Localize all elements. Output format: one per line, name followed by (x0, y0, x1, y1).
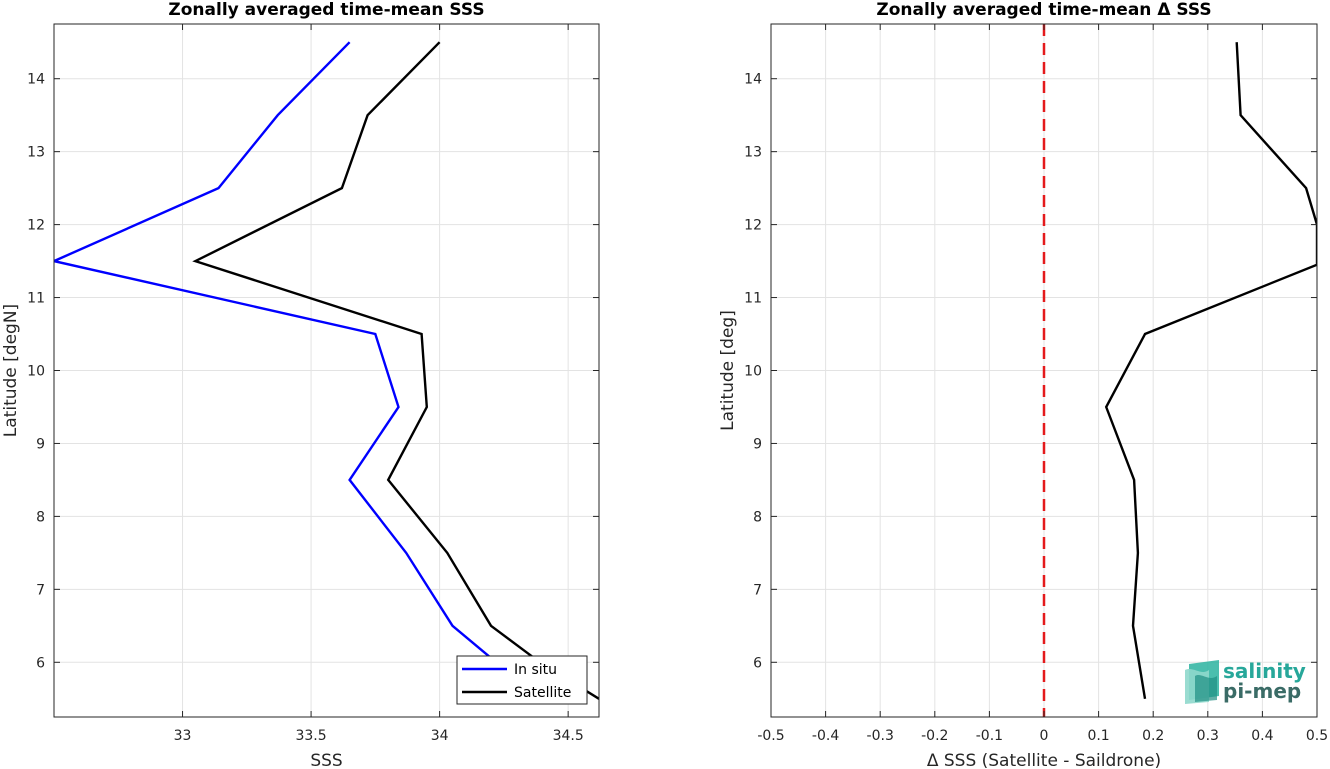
x-tick-label: 34 (431, 728, 449, 744)
chart-left: 33 33.5 34 34.5 6 7 8 9 10 11 12 13 14 Zonally averag… (1, 0, 600, 769)
y-tick-label: 14 (27, 72, 45, 88)
y-tick-label: 12 (27, 218, 45, 234)
y-tick-label: 6 (753, 655, 762, 671)
x-tick-label: -0.4 (812, 728, 839, 744)
x-tick-label: 33 (174, 728, 192, 744)
series-line-in-situ (54, 41, 508, 700)
y-tick-label: 13 (27, 145, 45, 161)
chart-title: Zonally averaged time-mean Δ SSS (876, 0, 1211, 20)
y-tick-label: 10 (27, 364, 45, 380)
logo-line1: salinity (1223, 659, 1306, 683)
chart-right: -0.5 -0.4 -0.3 -0.2 -0.1 0 0.1 0.2 0.3 0.4 0.5 6 7 8 9… (718, 0, 1328, 769)
y-tick-label: 9 (36, 436, 45, 452)
y-tick-label: 7 (36, 582, 45, 598)
legend-entry: In situ (514, 662, 557, 678)
y-tick-label: 13 (744, 145, 762, 161)
y-axis-label: Latitude [degN] (1, 304, 21, 437)
x-tick-label: 0 (1040, 728, 1049, 744)
y-tick-label: 8 (36, 509, 45, 525)
x-tick-label: -0.3 (867, 728, 894, 744)
x-tick-label: 0.5 (1306, 728, 1328, 744)
y-tick-label: 11 (744, 291, 762, 307)
logo-line2: pi-mep (1223, 679, 1301, 703)
series-line-satellite (192, 41, 599, 700)
y-tick-label: 7 (753, 582, 762, 598)
x-axis-label: SSS (310, 751, 342, 769)
y-tick-label: 14 (744, 72, 762, 88)
y-tick-label: 6 (36, 655, 45, 671)
legend: In situ Satellite (456, 655, 588, 705)
y-tick-label: 12 (744, 218, 762, 234)
salinity-pi-mep-logo: salinity pi-mep (1185, 659, 1306, 704)
x-tick-label: 33.5 (295, 728, 326, 744)
y-tick-label: 11 (27, 291, 45, 307)
x-tick-label: 0.2 (1142, 728, 1164, 744)
legend-entry: Satellite (514, 685, 571, 701)
y-axis-label: Latitude [deg] (718, 310, 738, 431)
y-tick-label: 9 (753, 436, 762, 452)
x-tick-label: 0.4 (1251, 728, 1273, 744)
y-tick-label: 10 (744, 364, 762, 380)
x-tick-label: 0.1 (1087, 728, 1109, 744)
x-tick-label: 0.3 (1197, 728, 1219, 744)
x-axis-label: Δ SSS (Satellite - Saildrone) (927, 751, 1161, 769)
x-tick-label: -0.2 (921, 728, 948, 744)
x-tick-label: -0.1 (976, 728, 1003, 744)
series-line-delta-0 (1104, 42, 1317, 699)
x-tick-label: 34.5 (553, 728, 584, 744)
y-tick-label: 8 (753, 509, 762, 525)
chart-title: Zonally averaged time-mean SSS (168, 0, 484, 20)
x-tick-label: -0.5 (757, 728, 784, 744)
